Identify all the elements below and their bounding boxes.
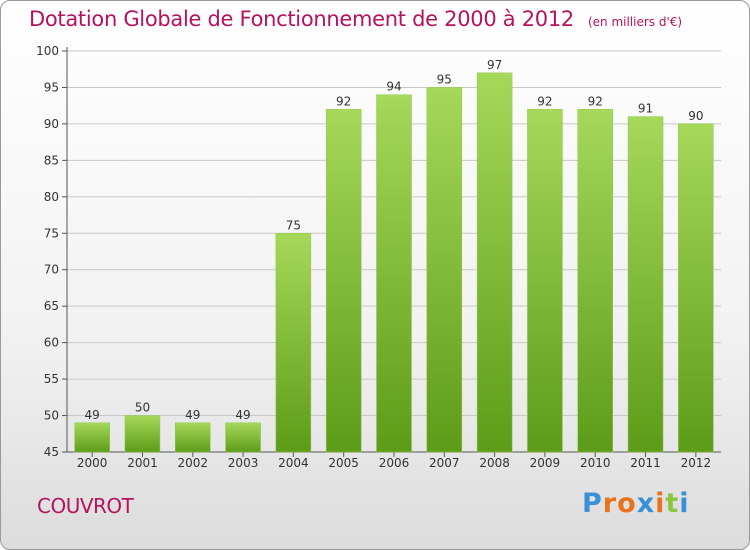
y-tick-label: 45 [44, 445, 59, 459]
bar-value-label: 49 [185, 408, 200, 422]
bar-value-label: 49 [85, 408, 100, 422]
y-tick-label: 65 [44, 299, 59, 313]
bar-value-label: 92 [537, 94, 552, 108]
bar-value-label: 91 [638, 102, 653, 116]
bar-value-label: 49 [235, 408, 250, 422]
bar [225, 422, 261, 453]
y-tick-label: 75 [44, 226, 59, 240]
commune-name: COUVROT [37, 494, 134, 518]
logo-letter: i [655, 488, 666, 519]
bar [627, 116, 664, 453]
logo-letter: r [602, 488, 618, 519]
bar [376, 94, 412, 453]
x-tick-label: 2000 [77, 456, 108, 470]
y-tick-label: 100 [36, 44, 59, 58]
bar [678, 123, 714, 453]
bar [426, 87, 463, 453]
chart-title: Dotation Globale de Fonctionnement de 20… [29, 7, 682, 31]
x-tick-label: 2010 [580, 456, 611, 470]
y-tick-label: 90 [44, 117, 59, 131]
x-tick-label: 2001 [127, 456, 158, 470]
y-tick-label: 70 [44, 263, 59, 277]
y-tick-label: 95 [44, 80, 59, 94]
y-tick-label: 50 [44, 409, 59, 423]
bar-value-label: 92 [336, 94, 351, 108]
bar-value-label: 97 [487, 58, 502, 72]
bar-value-label: 75 [286, 218, 301, 232]
bar-value-label: 94 [386, 80, 401, 94]
y-tick-label: 55 [44, 372, 59, 386]
bar-value-label: 95 [437, 72, 452, 86]
y-tick-label: 80 [44, 190, 59, 204]
labels: 45 50 55 60 65 70 75 80 85 90 95 100 49 2000 50 2001 49 2… [36, 44, 711, 470]
bar-value-label: 90 [688, 109, 703, 123]
bar [476, 72, 513, 453]
bar [175, 422, 211, 453]
bar [124, 415, 161, 453]
logo-letter: P [582, 488, 603, 519]
bar-value-label: 50 [135, 401, 150, 415]
bar [275, 233, 312, 453]
logo-letter: x [636, 488, 656, 519]
x-tick-label: 2011 [630, 456, 661, 470]
bar-value-label: 92 [588, 94, 603, 108]
title-unit-note: (en milliers d'€) [587, 15, 683, 29]
x-tick-label: 2006 [379, 456, 410, 470]
y-tick-label: 60 [44, 336, 59, 350]
x-tick-label: 2009 [530, 456, 561, 470]
proxiti-logo[interactable]: Proxiti [582, 488, 690, 519]
bar [325, 109, 362, 453]
bar [577, 109, 613, 453]
x-tick-label: 2002 [177, 456, 208, 470]
x-tick-label: 2003 [228, 456, 259, 470]
logo-letter: t [665, 488, 680, 519]
x-tick-label: 2012 [681, 456, 712, 470]
title-text: Dotation Globale de Fonctionnement de 20… [29, 7, 574, 31]
logo-letter: i [679, 488, 690, 519]
x-tick-label: 2004 [278, 456, 309, 470]
bars [74, 72, 714, 453]
x-tick-label: 2007 [429, 456, 460, 470]
bar [527, 109, 563, 453]
x-tick-label: 2005 [328, 456, 359, 470]
logo-letter: o [617, 488, 637, 519]
x-tick-label: 2008 [479, 456, 510, 470]
bar [74, 422, 110, 453]
y-tick-label: 85 [44, 153, 59, 167]
